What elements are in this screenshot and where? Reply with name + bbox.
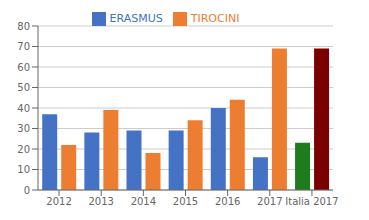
svg-text:2016: 2016 <box>215 196 240 207</box>
html-text:ERASMUS: ERASMUS <box>109 12 163 25</box>
svg-text:2012: 2012 <box>46 196 71 207</box>
svg-text:2017: 2017 <box>257 196 282 207</box>
svg-text:40: 40 <box>17 103 30 114</box>
svg-text:0: 0 <box>24 185 30 196</box>
svg-text:70: 70 <box>17 41 30 52</box>
svg-text:2015: 2015 <box>173 196 198 207</box>
svg-text:50: 50 <box>17 82 30 93</box>
svg-text:30: 30 <box>17 123 30 134</box>
svg-text:2013: 2013 <box>88 196 113 207</box>
svg-text:80: 80 <box>17 21 30 32</box>
svg-text:20: 20 <box>17 144 30 155</box>
svg-text:2014: 2014 <box>131 196 156 207</box>
html-text:TIROCINI: TIROCINI <box>190 12 240 25</box>
svg-text:60: 60 <box>17 62 30 73</box>
svg-text:10: 10 <box>17 164 30 175</box>
svg-text:Italia 2017: Italia 2017 <box>285 196 338 207</box>
